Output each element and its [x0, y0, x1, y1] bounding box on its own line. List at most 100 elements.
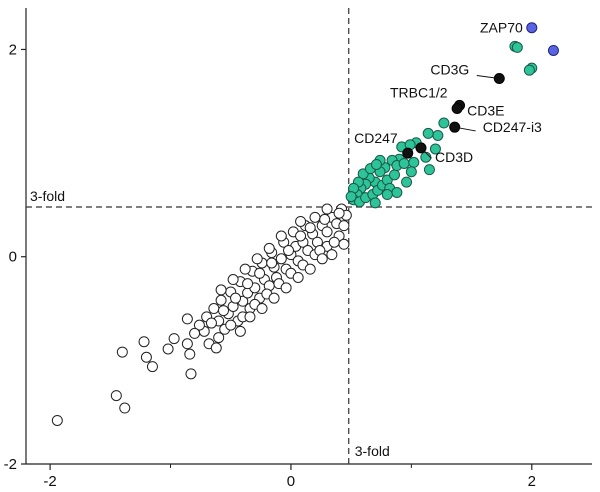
gene-label: TRBC1/2 [390, 84, 448, 100]
background-point [116, 346, 128, 358]
y-tick-label: 2 [9, 41, 17, 58]
significant-point [423, 164, 435, 176]
background-point [316, 253, 328, 265]
background-point [208, 303, 220, 315]
gene-label: CD3G [430, 61, 469, 77]
label-leader-line [476, 74, 500, 79]
background-point [205, 317, 217, 329]
significant-point [420, 151, 432, 163]
threshold-lines: 3-fold 3-fold [26, 8, 592, 464]
background-point [185, 368, 197, 380]
background-point [234, 325, 246, 337]
background-point [215, 284, 227, 296]
significant-point [405, 166, 417, 178]
gene-label: CD247-i3 [483, 119, 542, 135]
significant-point [370, 158, 382, 170]
background-point [268, 292, 280, 304]
y-tick-label: 0 [9, 249, 17, 266]
significant-point [422, 127, 434, 139]
background-point [333, 207, 345, 219]
background-point [217, 305, 229, 317]
background-point [338, 220, 350, 232]
significant-point [438, 117, 450, 129]
axes: -2 0 2 -2 0 2 [4, 8, 592, 490]
background-point [210, 342, 222, 354]
gene-label: CD3D [435, 149, 473, 165]
highlight-points [526, 22, 559, 56]
background-point [181, 313, 193, 325]
background-point [283, 245, 295, 257]
significant-point [401, 176, 413, 188]
background-point [321, 203, 333, 215]
x-threshold-label: 3-fold [355, 443, 390, 459]
background-point [251, 253, 263, 265]
y-tick-label: -2 [4, 456, 17, 473]
background-point [304, 222, 316, 234]
x-tick-label: 0 [287, 473, 295, 490]
background-point [162, 343, 174, 355]
gene-label: ZAP70 [480, 20, 523, 36]
background-point [225, 319, 237, 331]
significant-point [408, 156, 420, 168]
significant-point [381, 189, 393, 201]
background-point [230, 292, 242, 304]
significant-point [511, 41, 523, 53]
background-point [256, 303, 268, 315]
background-point [292, 271, 304, 283]
background-point [168, 333, 180, 345]
background-point [295, 215, 307, 227]
significant-point [369, 197, 381, 209]
labeled-point [451, 103, 463, 115]
gene-label: CD247 [354, 130, 398, 146]
background-point [275, 253, 287, 265]
gene-label: CD3E [467, 103, 504, 119]
significant-point [398, 157, 410, 169]
background-point [242, 278, 254, 290]
significant-point [432, 129, 444, 141]
background-point [110, 390, 122, 402]
background-point [304, 263, 316, 275]
background-point [215, 294, 227, 306]
background-point [189, 327, 201, 339]
background-point [146, 361, 158, 373]
background-point [244, 311, 256, 323]
background-point [338, 238, 350, 250]
significant-points [345, 40, 538, 209]
background-point [140, 351, 152, 363]
background-point [119, 402, 131, 414]
background-points [51, 203, 352, 426]
labeled-point [402, 147, 414, 159]
background-point [275, 230, 287, 242]
background-point [138, 336, 150, 348]
background-point [326, 249, 338, 261]
label-leader-line [454, 126, 476, 132]
background-point [319, 213, 331, 225]
significant-point [429, 143, 441, 155]
x-tick-label: 2 [528, 473, 536, 490]
highlight-point [526, 22, 538, 34]
significant-point [523, 64, 535, 76]
background-point [254, 267, 266, 279]
background-point [193, 319, 205, 331]
background-point [213, 332, 225, 344]
background-point [181, 338, 193, 350]
background-point [51, 414, 63, 426]
background-point [280, 282, 292, 294]
background-point [263, 242, 275, 254]
y-threshold-label: 3-fold [30, 188, 65, 204]
label-leader-line [420, 147, 432, 159]
background-point [309, 211, 321, 223]
significant-point [389, 169, 401, 181]
background-point [227, 274, 239, 286]
significant-point [345, 191, 357, 203]
background-point [295, 230, 307, 242]
background-point [239, 263, 251, 275]
background-point [266, 257, 278, 269]
background-point [321, 226, 333, 238]
background-point [184, 348, 196, 360]
background-point [328, 236, 340, 248]
x-tick-label: -2 [43, 473, 56, 490]
highlight-point [547, 44, 559, 56]
